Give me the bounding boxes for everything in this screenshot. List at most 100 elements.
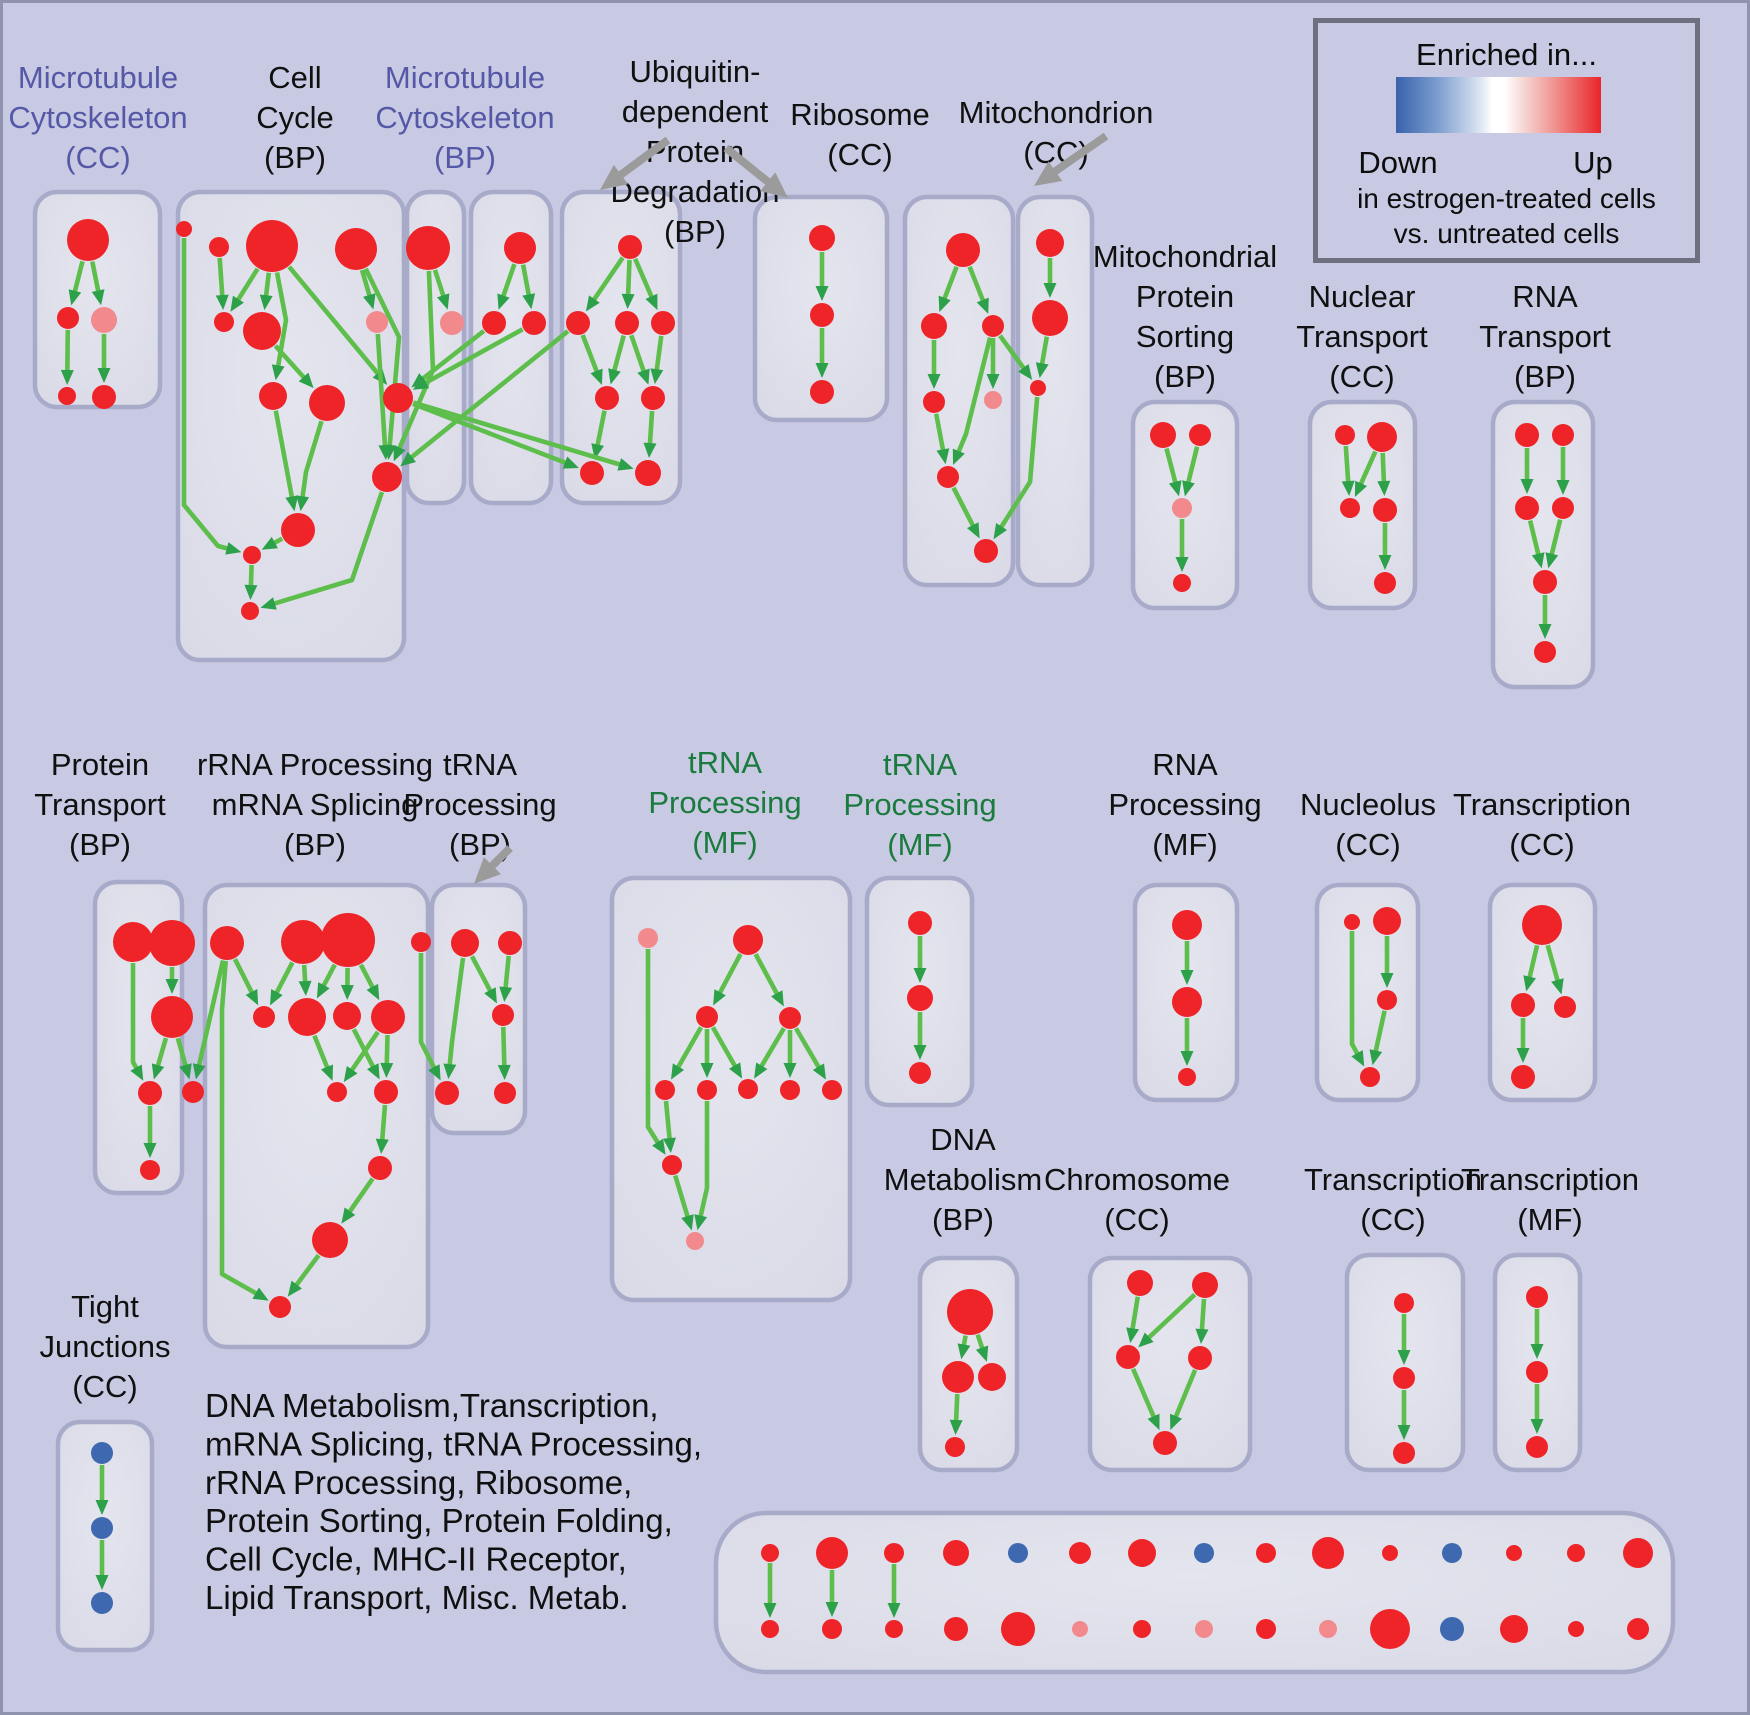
edge-arrowhead	[562, 456, 579, 469]
go-term-node-ub1c	[651, 311, 675, 335]
cluster-box-nucleolus	[1314, 882, 1421, 1103]
cluster-label-rrna_mrna: rRNA Processing mRNA Splicing (BP)	[197, 747, 433, 862]
edge-arrowhead	[165, 979, 179, 994]
cluster-label-ribosome: Ribosome (CC)	[790, 97, 930, 172]
edge-mp2-mp3	[1185, 446, 1200, 487]
edge-h1-h3	[1129, 1296, 1141, 1333]
go-term-node-rr12	[312, 1222, 348, 1258]
cluster-box-nuclear_transport	[1307, 399, 1418, 611]
edge-cc12-cc14	[270, 491, 385, 607]
edge-s1-s3	[1545, 944, 1561, 985]
go-term-node-cc14	[241, 602, 259, 620]
go-term-node-ub1f	[580, 461, 604, 485]
cluster-box-rna_transport	[1490, 399, 1596, 690]
cluster-label-dna_metabolism: DNA Metabolism (BP)	[884, 1122, 1043, 1237]
annotation-arrowhead-0	[600, 164, 629, 190]
go-term-node-w1	[1526, 1286, 1548, 1308]
edge-arrowhead	[949, 1419, 963, 1436]
go-term-node-rt2	[1552, 424, 1574, 446]
edge-arrowhead	[400, 451, 416, 467]
go-term-node-cc3	[246, 220, 298, 272]
go-term-node-v3	[1393, 1442, 1415, 1464]
go-term-node-d4	[945, 1437, 965, 1457]
go-term-node-pt1	[113, 922, 153, 962]
edge-arrowhead	[966, 522, 980, 539]
edge-arrowhead	[1043, 283, 1057, 298]
edge-rr11-rr12	[345, 1177, 375, 1216]
edge-arrowhead	[412, 376, 430, 390]
edge-arrowhead	[179, 1063, 192, 1080]
edge-arrowhead	[245, 989, 259, 1006]
edge-tmt-tmb	[753, 953, 781, 998]
go-term-node-d2	[942, 1361, 974, 1393]
go-term-node-rr1	[210, 926, 244, 960]
edge-mcc1-mcc2	[71, 260, 85, 296]
go-term-node-tm4	[780, 1080, 800, 1100]
go-term-node-nt5	[1374, 572, 1396, 594]
go-term-node-h3	[1116, 1345, 1140, 1369]
cluster-label-nuclear_transport: Nuclear Transport (CC)	[1296, 279, 1428, 394]
edge-arrowhead	[244, 584, 258, 601]
edge-ub1a-ub1d	[580, 334, 601, 376]
edge-arrowhead	[60, 369, 74, 386]
cluster-label-microtubule_bp: Microtubule Cytoskeleton (BP)	[375, 60, 554, 175]
edge-arrowhead	[670, 1063, 685, 1080]
annotation-arrow-1	[723, 144, 775, 188]
go-term-node-gt4	[943, 1540, 969, 1566]
cluster-label-trna_bp: tRNA Processing (BP)	[403, 747, 556, 862]
go-term-node-tmy	[686, 1232, 704, 1250]
go-term-node-rb2	[921, 313, 947, 339]
cluster-label-microtubule_cc: Microtubule Cytoskeleton (CC)	[8, 60, 187, 175]
annotation-arrowhead-3	[474, 857, 501, 884]
edge-arrowhead	[975, 1345, 989, 1362]
go-term-node-gb15	[1627, 1618, 1649, 1640]
edge-nt1-nt3	[1343, 445, 1351, 486]
go-term-node-rr5	[253, 1006, 275, 1028]
edge-rb3-rb6	[955, 337, 993, 456]
edge-arrowhead	[1530, 1419, 1544, 1434]
edge-arrowhead	[986, 374, 1000, 389]
edge-arrowhead	[1175, 557, 1189, 572]
go-term-node-gb4	[944, 1617, 968, 1641]
edge-arrowhead	[296, 495, 310, 512]
edge-arrowhead	[913, 1045, 927, 1060]
edge-h2-h3	[1144, 1292, 1197, 1342]
go-term-node-cc9	[309, 385, 345, 421]
edge-ub1t-ub1c	[633, 257, 656, 302]
edge-arrowhead	[225, 542, 242, 555]
go-term-node-j1	[91, 1442, 113, 1464]
go-term-node-mb2b	[482, 311, 506, 335]
go-term-node-rr13	[269, 1296, 291, 1318]
edge-arrowhead	[1354, 480, 1368, 498]
go-term-node-tm5	[822, 1080, 842, 1100]
edge-cc3-cc10	[287, 265, 382, 378]
go-term-node-gt13	[1506, 1545, 1522, 1561]
go-term-node-gb7	[1133, 1620, 1151, 1638]
edge-tmt-tma	[716, 953, 743, 997]
go-term-node-cc4	[335, 228, 377, 270]
go-term-node-ub1d	[595, 386, 619, 410]
edge-arrowhead	[97, 368, 111, 383]
go-term-node-q2	[1373, 907, 1401, 935]
go-term-node-cc12	[372, 462, 402, 492]
legend-up-label: Up	[1573, 145, 1613, 180]
cluster-box-chromosome	[1087, 1255, 1253, 1473]
edge-arrowhead	[913, 968, 927, 983]
edge-pt3-pt5	[175, 1037, 189, 1070]
go-term-node-nt2	[1367, 422, 1397, 452]
go-term-node-mt2	[1032, 300, 1068, 336]
edge-mt3-rb7	[997, 396, 1040, 532]
edge-arrowhead	[754, 1062, 768, 1079]
go-term-node-tb2	[498, 931, 522, 955]
cluster-label-transcription_cc_2: Transcription (CC)	[1453, 787, 1631, 862]
edge-arrowhead	[436, 293, 450, 310]
go-term-node-rr10	[374, 1080, 398, 1104]
edge-arrowhead	[585, 295, 600, 312]
edge-arrowhead	[1126, 1327, 1140, 1344]
go-term-node-w2	[1526, 1361, 1548, 1383]
go-term-node-tb4	[435, 1081, 459, 1105]
edge-arrowhead	[590, 368, 603, 385]
edge-arrowhead	[215, 294, 229, 311]
edge-arrowhead	[378, 444, 392, 461]
